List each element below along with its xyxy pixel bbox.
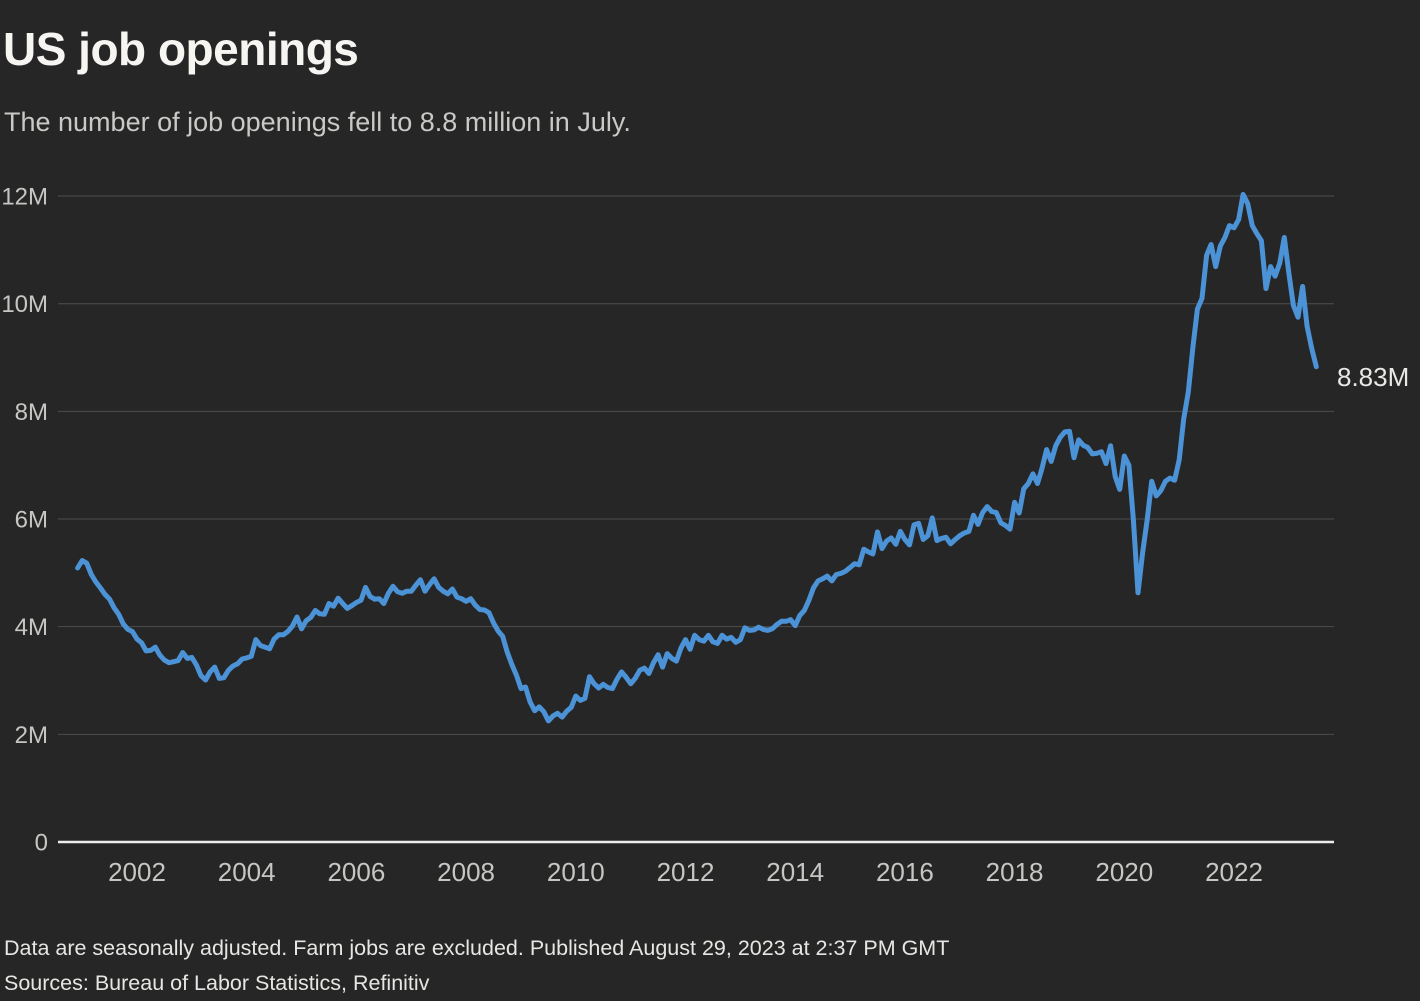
chart-footer: Data are seasonally adjusted. Farm jobs … xyxy=(4,931,949,1001)
y-tick-label: 2M xyxy=(15,722,48,749)
x-tick-label: 2012 xyxy=(657,857,715,887)
x-tick-label: 2008 xyxy=(437,857,495,887)
x-tick-label: 2014 xyxy=(766,857,824,887)
chart-sources: Sources: Bureau of Labor Statistics, Ref… xyxy=(4,971,430,995)
x-tick-label: 2010 xyxy=(547,857,605,887)
x-tick-label: 2018 xyxy=(986,857,1044,887)
y-tick-label: 12M xyxy=(1,184,48,211)
y-axis-labels: 12M 10M 8M 6M 4M 2M 0 xyxy=(1,184,48,857)
x-tick-label: 2016 xyxy=(876,857,934,887)
x-tick-label: 2020 xyxy=(1095,857,1153,887)
y-tick-label: 6M xyxy=(15,507,48,534)
x-tick-label: 2022 xyxy=(1205,857,1263,887)
y-tick-label: 8M xyxy=(15,399,48,426)
job-openings-line xyxy=(75,191,1319,724)
x-tick-label: 2004 xyxy=(218,857,276,887)
y-tick-label: 0 xyxy=(35,830,48,857)
last-value-label: 8.83M xyxy=(1337,362,1410,392)
y-tick-label: 10M xyxy=(1,291,48,318)
y-gridlines xyxy=(58,195,1334,844)
x-tick-label: 2002 xyxy=(108,857,166,887)
chart-subtitle: The number of job openings fell to 8.8 m… xyxy=(4,107,631,137)
data-series xyxy=(75,191,1319,724)
x-tick-label: 2006 xyxy=(327,857,385,887)
chart-note: Data are seasonally adjusted. Farm jobs … xyxy=(4,936,950,960)
page-title: US job openings xyxy=(3,23,359,75)
x-axis-labels: 2002 2004 2006 2008 2010 2012 2014 2016 2018 2020… xyxy=(108,857,1263,887)
y-tick-label: 4M xyxy=(15,614,48,641)
